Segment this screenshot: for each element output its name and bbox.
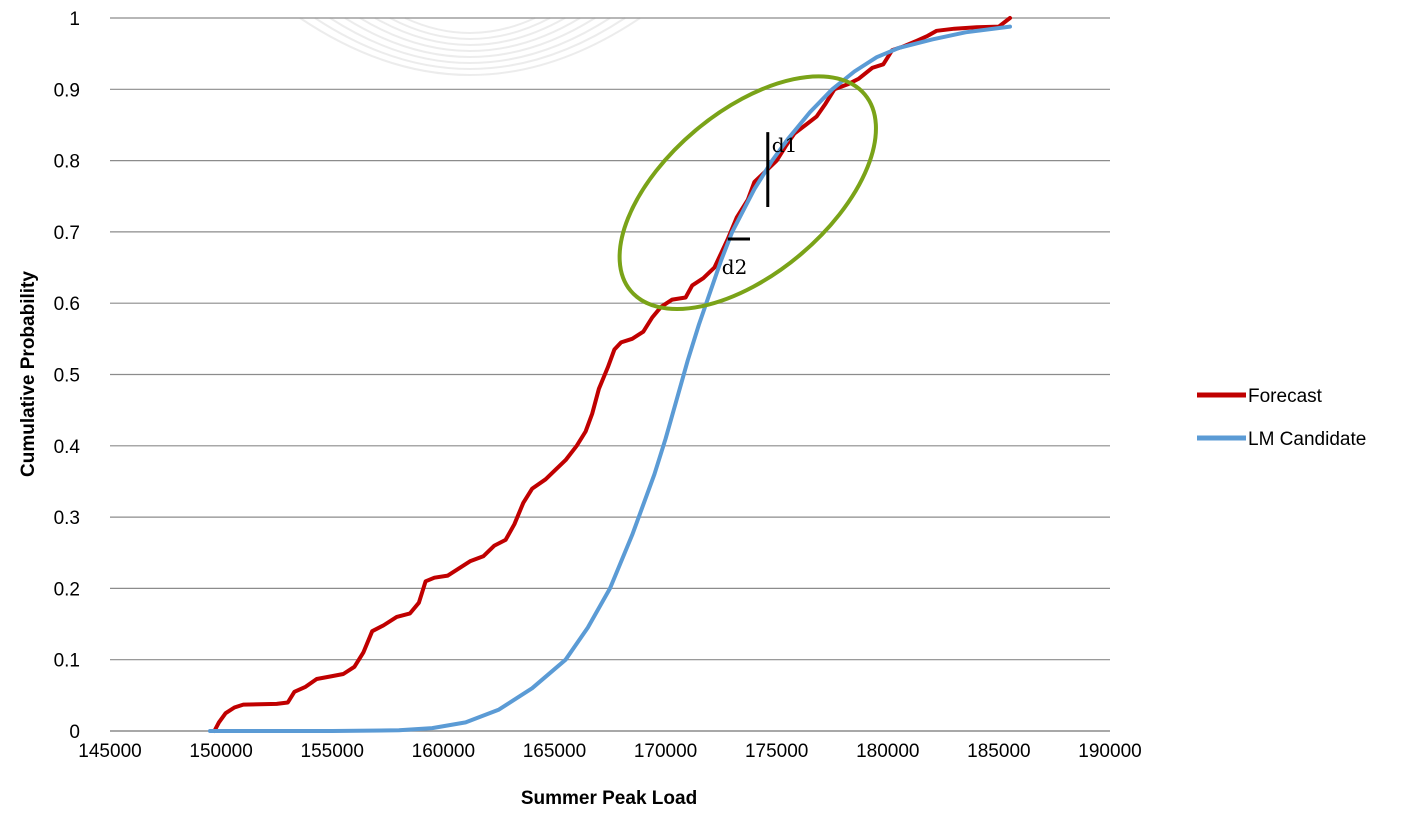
y-tick-label: 1 (69, 9, 80, 30)
y-tick-label: 0 (69, 722, 80, 743)
y-tick-label: 0.2 (54, 579, 80, 600)
y-tick-label: 0.3 (54, 508, 80, 529)
y-axis-title: Cumulative Probability (18, 271, 39, 477)
x-tick-label: 180000 (856, 741, 919, 762)
y-tick-label: 0.1 (54, 651, 80, 672)
x-tick-label: 155000 (301, 741, 364, 762)
x-tick-label: 145000 (78, 741, 141, 762)
x-axis-title: Summer Peak Load (521, 788, 697, 809)
x-tick-label: 175000 (745, 741, 808, 762)
series-line-lm-candidate (208, 24, 1012, 733)
legend-label-0: Forecast (1248, 386, 1323, 407)
annotations: d1 d2 (617, 74, 878, 311)
x-tick-label: 150000 (189, 741, 252, 762)
series-lines (208, 16, 1012, 733)
gridlines (110, 17, 1110, 661)
y-tick-label: 0.5 (54, 366, 80, 387)
x-tick-label: 185000 (967, 741, 1030, 762)
y-tick-label: 0.8 (54, 152, 80, 173)
x-tick-label: 165000 (523, 741, 586, 762)
legend-label-1: LM Candidate (1248, 429, 1366, 450)
x-tick-label: 160000 (412, 741, 475, 762)
series-line-forecast (212, 16, 1012, 733)
x-tick-label: 170000 (634, 741, 697, 762)
axes: 0 0.1 0.2 0.3 0.4 0.5 0.6 0.7 0.8 0.9 1 145000 15000… (54, 9, 1142, 762)
y-tick-label: 0.6 (54, 294, 80, 315)
annotation-d2-label: d2 (722, 255, 748, 279)
watermark-graphic (299, 17, 641, 76)
highlight-ellipse (617, 74, 878, 311)
x-tick-label: 190000 (1078, 741, 1141, 762)
y-tick-label: 0.9 (54, 80, 80, 101)
y-tick-label: 0.4 (54, 437, 81, 458)
y-tick-label: 0.7 (54, 223, 80, 244)
legend: Forecast LM Candidate (1197, 386, 1366, 450)
annotation-d1-label: d1 (772, 133, 798, 157)
